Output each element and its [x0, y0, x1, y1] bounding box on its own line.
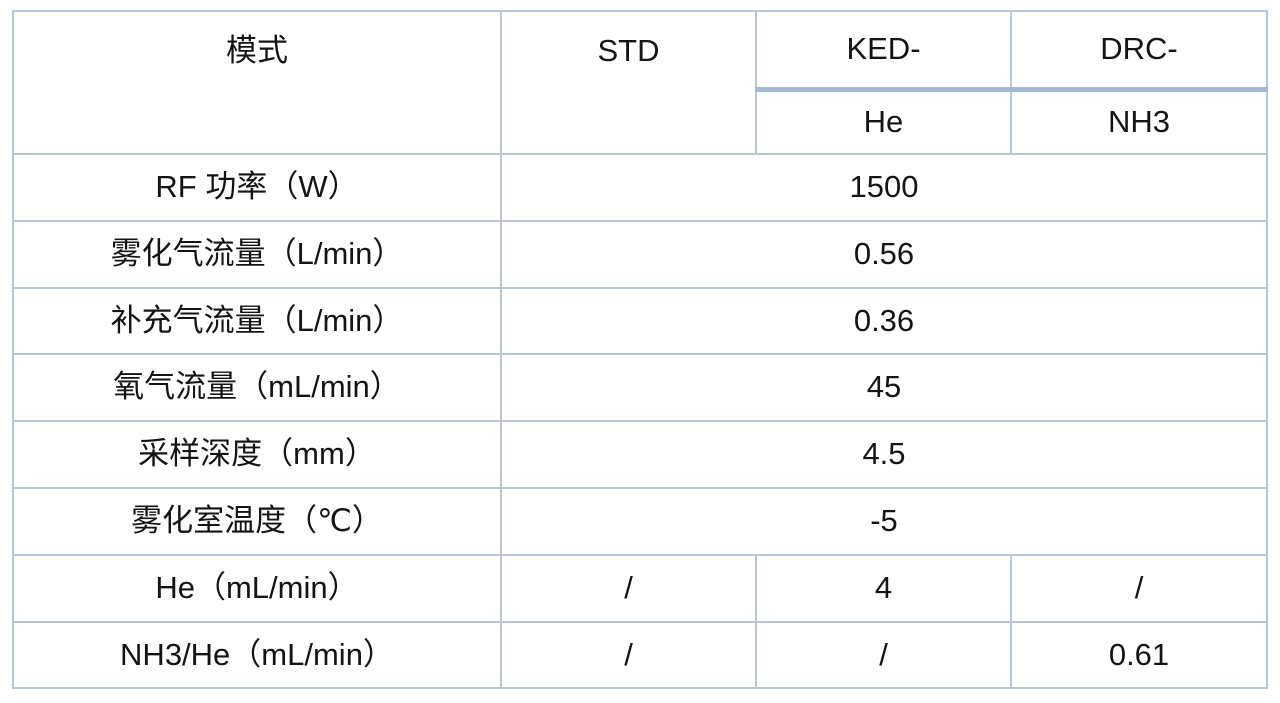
- cell-std: /: [500, 620, 757, 690]
- row-value-merged: 0.56: [500, 219, 1268, 289]
- table-row-oxygen-flow: 氧气流量（mL/min） 45: [12, 353, 1268, 423]
- row-label: 雾化室温度（℃）: [12, 486, 502, 556]
- table-row-sampling-depth: 采样深度（mm） 4.5: [12, 420, 1268, 489]
- row-value-merged: 0.36: [500, 286, 1268, 356]
- table-row-nh3-he-flow: NH3/He（mL/min） / / 0.61: [12, 620, 1268, 690]
- table-row-nebulizer-gas-flow: 雾化气流量（L/min） 0.56: [12, 219, 1268, 289]
- header-mode: 模式: [12, 10, 502, 155]
- row-label: 补充气流量（L/min）: [12, 286, 502, 356]
- header-drc: DRC-: [1010, 10, 1268, 92]
- header-row-top: 模式 STD KED- DRC-: [12, 10, 1268, 155]
- header-row-sub: He NH3: [13, 88, 1268, 155]
- row-label: He（mL/min）: [12, 553, 502, 623]
- header-std: STD: [500, 10, 757, 155]
- instrument-parameters-table: 模式 STD KED- DRC- He NH3 RF 功率（W） 1500 雾化…: [12, 10, 1268, 690]
- cell-drc: /: [1010, 553, 1268, 623]
- row-label: 雾化气流量（L/min）: [12, 219, 502, 289]
- row-value-merged: 1500: [500, 153, 1268, 222]
- row-label: 氧气流量（mL/min）: [12, 353, 502, 423]
- row-label: RF 功率（W）: [12, 153, 502, 222]
- row-value-merged: 4.5: [500, 420, 1268, 489]
- row-label: 采样深度（mm）: [12, 420, 502, 489]
- table-row-makeup-gas-flow: 补充气流量（L/min） 0.36: [12, 286, 1268, 356]
- row-value-merged: -5: [500, 486, 1268, 556]
- header-drc-gas: NH3: [1010, 88, 1268, 155]
- row-label: NH3/He（mL/min）: [12, 620, 502, 690]
- row-value-merged: 45: [500, 353, 1268, 423]
- header-ked-gas: He: [755, 88, 1012, 155]
- cell-std: /: [500, 553, 757, 623]
- cell-ked: /: [755, 620, 1012, 690]
- table-row-he-flow: He（mL/min） / 4 /: [12, 553, 1268, 623]
- table-row-spray-chamber-temp: 雾化室温度（℃） -5: [12, 486, 1268, 556]
- header-ked: KED-: [755, 10, 1012, 92]
- cell-ked: 4: [755, 553, 1012, 623]
- table-row-rf-power: RF 功率（W） 1500: [12, 153, 1268, 222]
- cell-drc: 0.61: [1010, 620, 1268, 690]
